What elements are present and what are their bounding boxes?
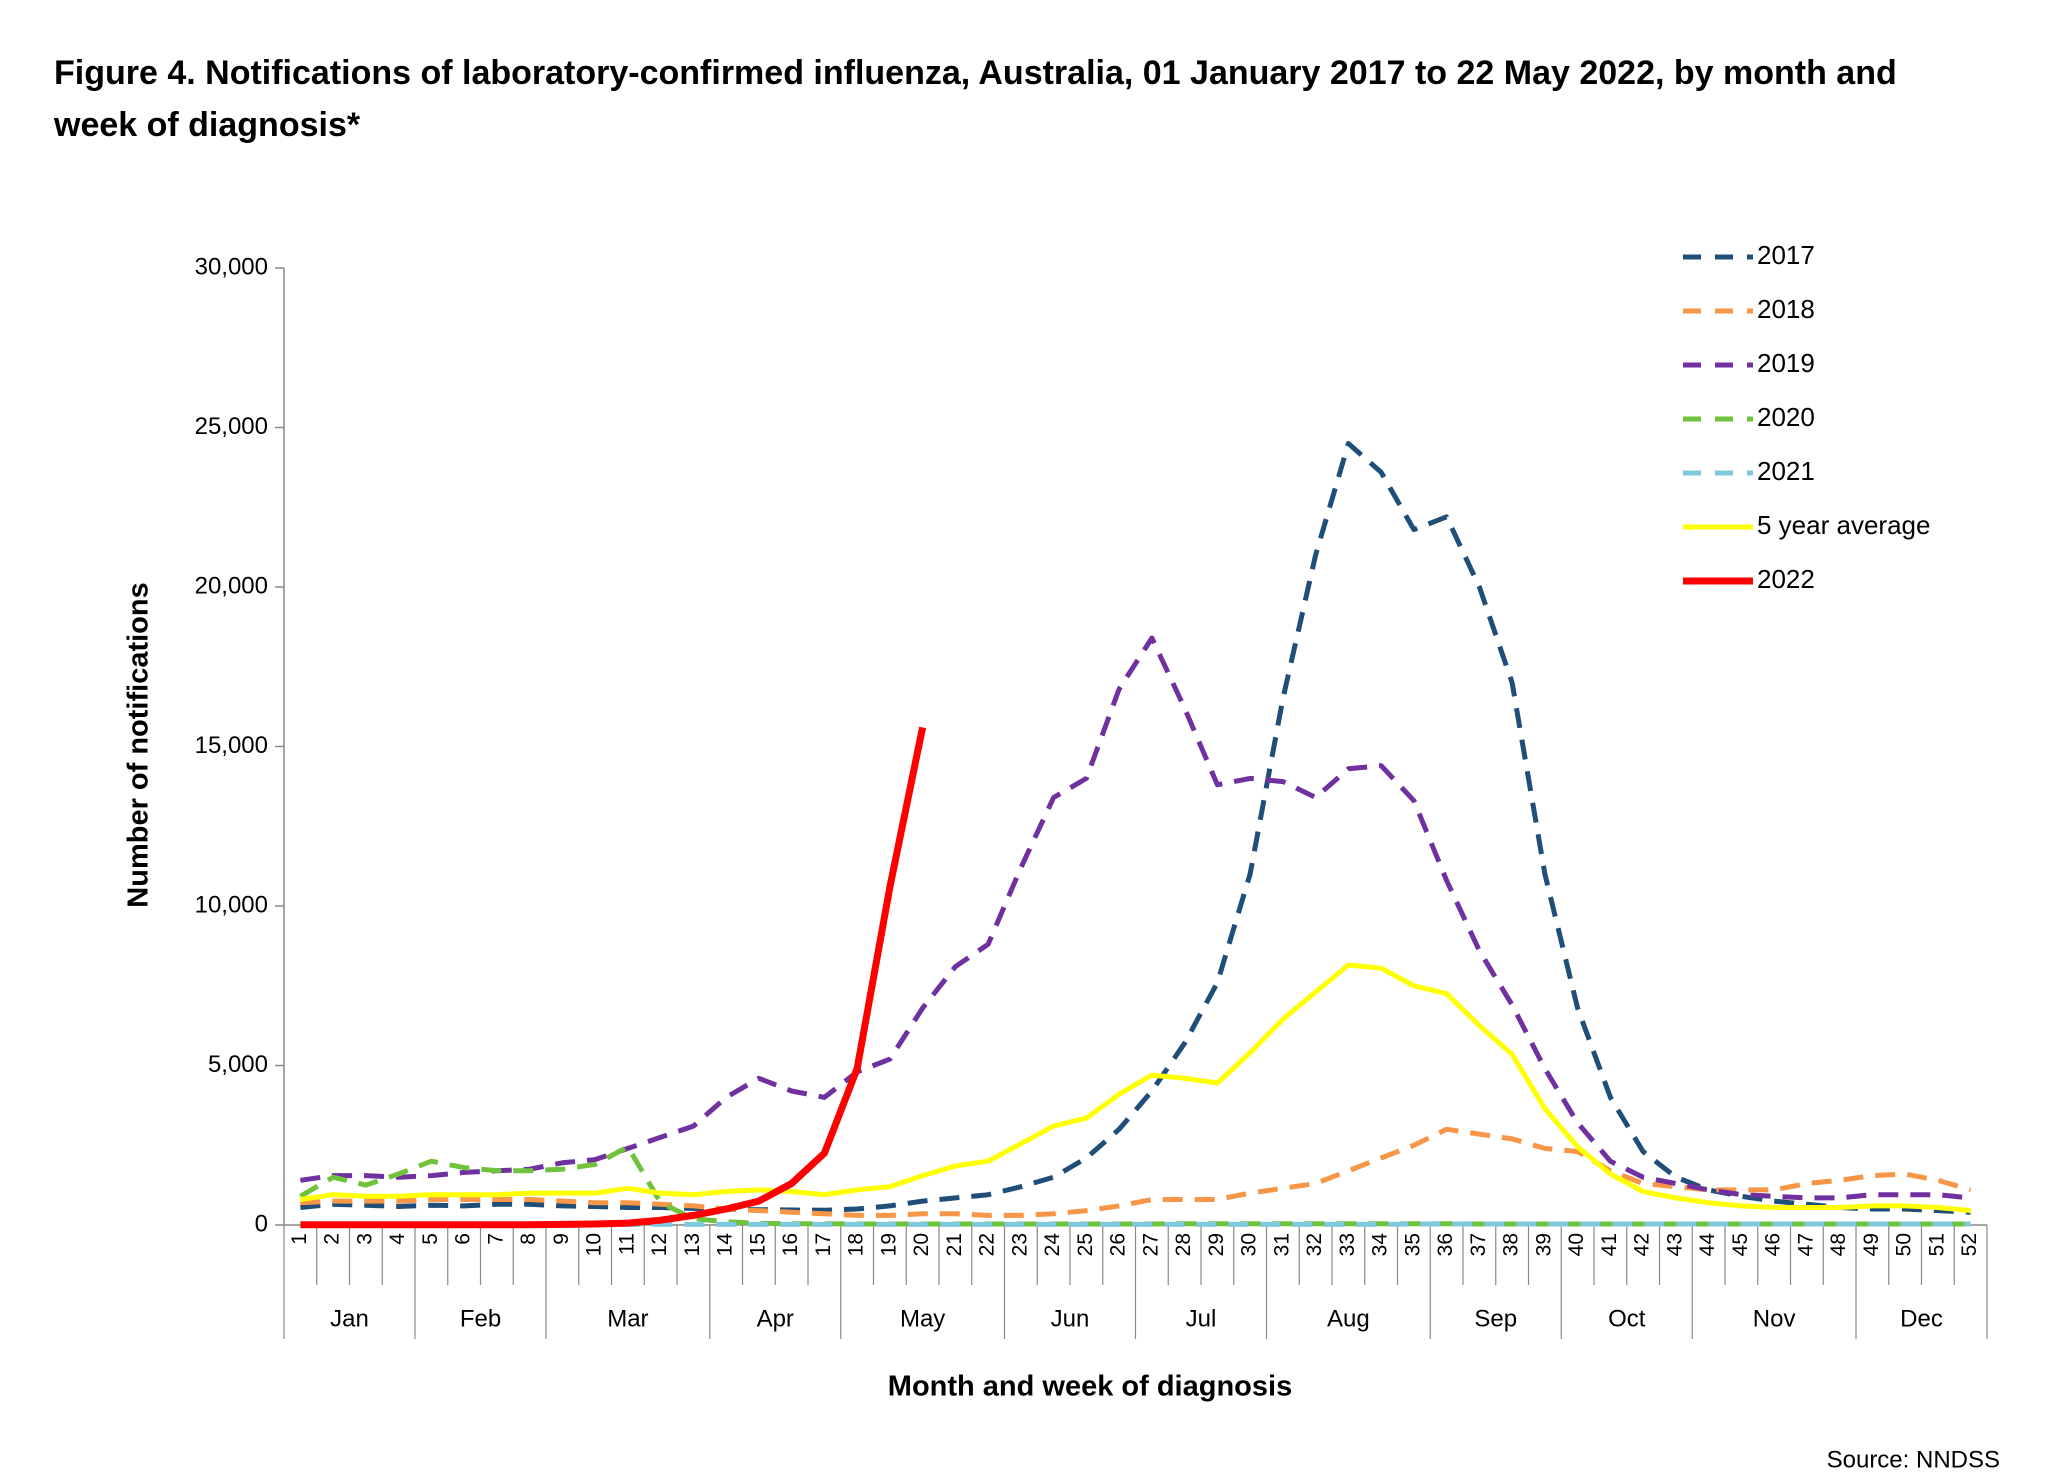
x-tick-label: 33 <box>1336 1233 1359 1256</box>
x-tick-label: 19 <box>877 1233 900 1256</box>
x-tick-label: 17 <box>812 1233 835 1256</box>
x-tick-label: 14 <box>714 1233 737 1257</box>
month-label: Sep <box>1474 1305 1517 1332</box>
x-tick-label: 23 <box>1008 1233 1031 1256</box>
x-tick-label: 12 <box>648 1233 671 1256</box>
x-tick-label: 26 <box>1107 1233 1130 1256</box>
y-axis-title: Number of notifications <box>123 582 155 907</box>
y-tick-label: 5,000 <box>208 1051 268 1078</box>
x-tick-label: 43 <box>1663 1233 1686 1256</box>
month-label: Feb <box>460 1305 501 1332</box>
x-tick-label: 46 <box>1762 1233 1785 1256</box>
legend-label: 2021 <box>1757 456 1815 486</box>
x-tick-label: 38 <box>1500 1233 1523 1256</box>
legend-label: 2018 <box>1757 294 1815 324</box>
x-tick-label: 16 <box>779 1233 802 1256</box>
x-tick-label: 6 <box>452 1233 475 1245</box>
x-tick-label: 42 <box>1631 1233 1654 1256</box>
x-tick-label: 27 <box>1139 1233 1162 1256</box>
source-note: Source: NNDSS <box>1827 1446 2000 1473</box>
x-tick-label: 40 <box>1565 1233 1588 1256</box>
series-line <box>300 726 927 1229</box>
x-tick-label: 45 <box>1729 1233 1752 1256</box>
month-label: Jul <box>1186 1305 1217 1332</box>
x-tick-label: 31 <box>1270 1233 1293 1256</box>
legend-label: 2020 <box>1757 402 1815 432</box>
x-tick-label: 34 <box>1369 1233 1392 1257</box>
series-line <box>300 441 1971 1215</box>
month-label: Nov <box>1753 1305 1796 1332</box>
x-tick-label: 52 <box>1958 1233 1981 1256</box>
x-tick-label: 5 <box>419 1233 442 1245</box>
x-tick-label: 9 <box>550 1233 573 1245</box>
month-label: Jun <box>1051 1305 1090 1332</box>
x-tick-label: 13 <box>681 1233 704 1256</box>
y-tick-label: 10,000 <box>195 891 268 918</box>
x-tick-label: 8 <box>517 1233 540 1245</box>
chart-title: Figure 4. Notifications of laboratory-co… <box>54 54 1897 92</box>
legend-label: 2017 <box>1757 240 1815 270</box>
y-tick-label: 0 <box>255 1210 268 1237</box>
series-line <box>299 1144 1971 1227</box>
x-tick-label: 7 <box>484 1233 507 1245</box>
x-tick-label: 11 <box>615 1233 638 1255</box>
x-tick-label: 28 <box>1172 1233 1195 1256</box>
x-axis-title: Month and week of diagnosis <box>888 1371 1292 1403</box>
x-tick-label: 44 <box>1696 1233 1719 1257</box>
x-tick-label: 4 <box>386 1233 409 1245</box>
x-tick-label: 29 <box>1205 1233 1228 1256</box>
x-tick-label: 37 <box>1467 1233 1490 1256</box>
month-label: Oct <box>1608 1305 1646 1332</box>
x-tick-label: 3 <box>353 1233 376 1245</box>
series-line <box>300 635 1971 1201</box>
legend-label: 2022 <box>1757 564 1815 594</box>
x-tick-label: 1 <box>288 1233 311 1245</box>
y-tick-label: 30,000 <box>195 253 268 280</box>
x-tick-label: 50 <box>1893 1233 1916 1256</box>
legend-label: 2019 <box>1757 348 1815 378</box>
x-tick-label: 48 <box>1827 1233 1850 1256</box>
x-tick-label: 35 <box>1401 1233 1424 1256</box>
x-tick-label: 32 <box>1303 1233 1326 1256</box>
x-tick-label: 51 <box>1925 1233 1948 1256</box>
x-tick-label: 39 <box>1532 1233 1555 1256</box>
x-tick-label: 24 <box>1041 1233 1064 1257</box>
x-tick-label: 18 <box>845 1233 868 1256</box>
x-tick-label: 2 <box>321 1233 344 1245</box>
x-tick-label: 10 <box>583 1233 606 1256</box>
month-label: Apr <box>757 1305 794 1332</box>
x-tick-label: 21 <box>943 1233 966 1256</box>
y-tick-label: 20,000 <box>195 572 268 599</box>
month-label: Dec <box>1900 1305 1943 1332</box>
month-label: Jan <box>330 1305 369 1332</box>
y-tick-label: 25,000 <box>195 413 268 440</box>
chart-title-line2: week of diagnosis* <box>53 106 361 144</box>
x-tick-label: 20 <box>910 1233 933 1256</box>
x-tick-label: 47 <box>1794 1233 1817 1256</box>
x-tick-label: 36 <box>1434 1233 1457 1256</box>
x-tick-label: 15 <box>746 1233 769 1256</box>
legend-label: 5 year average <box>1757 510 1930 540</box>
x-tick-label: 25 <box>1074 1233 1097 1256</box>
x-tick-label: 22 <box>976 1233 999 1256</box>
y-tick-label: 15,000 <box>195 732 268 759</box>
x-tick-label: 30 <box>1238 1233 1261 1256</box>
month-label: May <box>900 1305 945 1332</box>
month-label: Mar <box>607 1305 648 1332</box>
x-tick-label: 49 <box>1860 1233 1883 1256</box>
month-label: Aug <box>1327 1305 1370 1332</box>
x-tick-label: 41 <box>1598 1233 1621 1256</box>
series-line <box>300 962 1971 1214</box>
